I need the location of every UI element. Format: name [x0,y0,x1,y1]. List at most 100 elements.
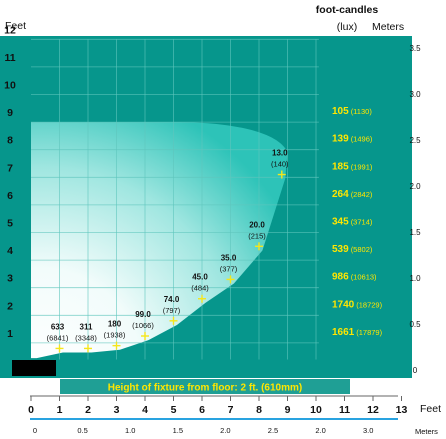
bottom-meters-ticks: 0 0.5 1.0 1.5 2.0 2.5 2.0 3.0 [33,426,374,435]
bottom-feet-tick-label: 11 [339,404,350,416]
bottom-feet-tick-label: 8 [256,404,262,416]
row-value: 1740 (18729) [332,299,383,310]
bottom-meters-label: Meters [415,427,438,436]
row-value: 185 (1991) [332,161,373,172]
row-value-fc: 539 [332,244,349,255]
fixture-caption: Height of fixture from floor: 2 ft. (610… [108,383,302,394]
bottom-feet-tick-label: 10 [310,404,322,416]
right-tick-label: 1.0 [409,274,421,283]
row-value-fc: 185 [332,161,349,172]
row-value: 539 (5802) [332,244,373,255]
curve-point-fc: 180 [108,320,122,329]
left-tick-label: 1 [7,328,13,340]
left-axis-label: Feet [5,20,26,32]
left-tick-label: 3 [7,273,13,285]
curve-point-lux: (6841) [47,333,69,342]
left-tick-label: 6 [7,190,13,202]
bottom-feet-tick-label: 12 [367,404,379,416]
curve-point-fc: 633 [51,322,65,331]
row-value-fc: 139 [332,134,349,145]
bottom-feet-tick-label: 0 [28,404,34,416]
row-value-fc: 264 [332,189,349,200]
row-value-fc: 345 [332,217,349,228]
row-value-lux: (1130) [351,107,373,116]
curve-point-fc: 74.0 [164,295,180,304]
row-value-lux: (2842) [351,190,373,199]
grid-lines [31,38,319,360]
row-value-lux: (18729) [356,300,382,309]
left-tick-label: 4 [7,245,13,257]
bottom-feet-tick-label: 2 [85,404,91,416]
row-value-lux: (17879) [356,328,382,337]
row-value-lux: (10613) [351,273,377,282]
caption-bar [60,379,350,394]
row-value: 139 (1496) [332,134,373,145]
values-header-line-2: (lux) [337,21,357,33]
bottom-meters-tick-label: 3.0 [363,426,373,435]
curve-point-fc: 45.0 [192,273,208,282]
bottom-meters-tick-label: 2.5 [268,426,278,435]
row-value-lux: (1991) [351,162,373,171]
left-tick-label: 9 [7,107,13,119]
bottom-meters-tick-label: 1.5 [173,426,183,435]
row-value: 105 (1130) [332,106,372,117]
curve-point-lux: (797) [163,306,181,315]
bottom-meters-tick-label: 1.0 [125,426,135,435]
row-value: 986 (10613) [332,272,377,283]
right-tick-label: 2.5 [409,136,421,145]
bottom-feet-tick-label: 6 [199,404,205,416]
curve-point-lux: (140) [271,160,289,169]
right-tick-label: 2.0 [409,182,421,191]
bottom-meters-tick-label: 2.0 [315,426,325,435]
curve-point-lux: (1066) [132,321,154,330]
curve-point-lux: (3348) [75,333,97,342]
right-tick-label: 1.5 [409,228,421,237]
left-tick-label: 5 [7,218,13,230]
curve-point-fc: 35.0 [221,253,237,262]
curve-point-fc: 311 [80,322,93,331]
bottom-feet-tick-label: 5 [171,404,177,416]
row-value-lux: (1496) [351,135,373,144]
right-axis-label: Meters [372,21,404,33]
row-value-fc: 1661 [332,327,355,338]
bottom-feet-tick-label: 13 [396,404,408,416]
left-tick-label: 2 [7,300,13,312]
row-value: 345 (3714) [332,217,373,228]
light-distribution-region [31,122,288,359]
left-tick-label: 12 [4,24,16,36]
bottom-feet-tick-label: 3 [114,404,120,416]
row-value: 264 (2842) [332,189,373,200]
curve-point-lux: (377) [220,264,238,273]
row-value: 1661 (17879) [332,327,383,338]
bottom-feet-label: Feet [420,403,441,415]
curve-points: 633 (6841) 311 (3348) 180 (1938) 99.0 (1066) 74.… [47,149,289,353]
bottom-meters-tick-label: 0.5 [77,426,87,435]
left-tick-label: 8 [7,135,13,147]
row-value-lux: (3714) [351,218,373,227]
bottom-feet-tick-label: 1 [57,404,63,416]
right-tick-label: 0 [413,366,418,375]
curve-point-fc: 99.0 [135,310,151,319]
bottom-feet-tick-label: 7 [228,404,234,416]
row-value-fc: 986 [332,272,349,283]
curve-point-lux: (1938) [104,331,126,340]
bottom-feet-ticks: 0 1 2 3 4 5 6 7 8 9 10 11 12 13 [28,396,407,416]
bottom-meters-tick-label: 0 [33,426,37,435]
bottom-feet-tick-label: 9 [285,404,291,416]
curve-point-fc: 13.0 [272,149,288,158]
left-tick-label: 11 [4,52,15,64]
right-tick-label: 3.5 [409,44,421,53]
bottom-feet-tick-label: 4 [142,404,148,416]
left-tick-label: 10 [4,80,16,92]
row-value-fc: 1740 [332,299,355,310]
curve-point-fc: 20.0 [249,220,265,229]
right-axis-ticks: 0 0.5 1.0 1.5 2.0 2.5 3.0 3.5 [409,44,421,375]
row-values: 1661 (17879) 1740 (18729) 986 (10613) 539 (5802… [332,106,383,338]
left-tick-label: 7 [7,162,13,174]
values-header-line-1: foot-candles [316,4,379,16]
right-tick-label: 3.0 [409,90,421,99]
curve-point-lux: (484) [191,284,209,293]
fixture [12,360,56,376]
